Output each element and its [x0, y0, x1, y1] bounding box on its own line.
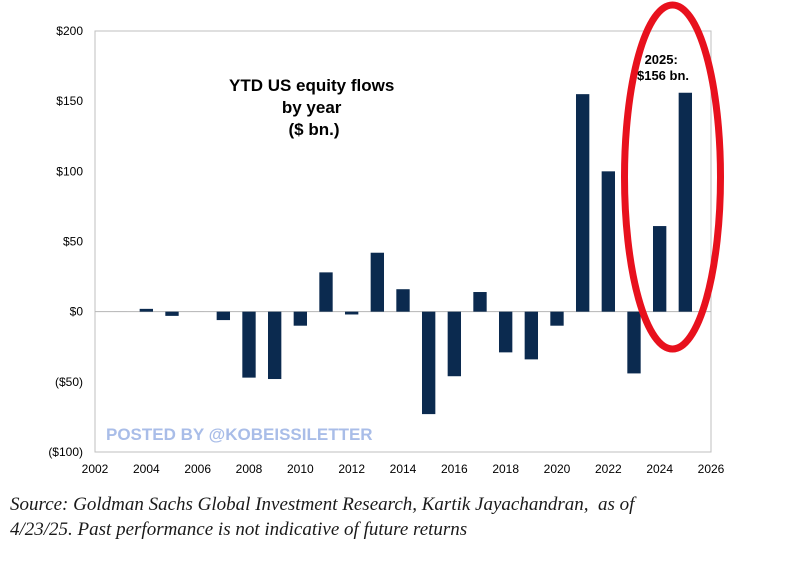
x-tick-label: 2020 — [544, 462, 571, 476]
bar — [165, 311, 179, 316]
y-tick-label: $50 — [63, 235, 83, 249]
bar — [421, 311, 436, 415]
bar — [319, 272, 333, 312]
x-tick-label: 2002 — [82, 462, 109, 476]
bar — [601, 171, 616, 312]
x-tick-label: 2016 — [441, 462, 468, 476]
y-axis: $200 $150 $100 $50 $0 ($50) ($100) — [48, 24, 83, 459]
watermark: POSTED BY @KOBEISSILETTER — [106, 425, 373, 444]
y-tick-label: $150 — [56, 94, 83, 108]
bar — [344, 311, 359, 315]
chart-title-line-2: by year — [282, 98, 342, 117]
x-tick-label: 2026 — [698, 462, 725, 476]
bar — [550, 311, 564, 326]
bar — [498, 311, 513, 353]
bar — [575, 94, 590, 312]
highlight-circle — [621, 1, 724, 353]
annotation-line-2: $156 bn. — [637, 68, 689, 83]
chart-title: YTD US equity flows by year ($ bn.) — [229, 76, 399, 139]
source-note: Source: Goldman Sachs Global Investment … — [10, 494, 635, 540]
bar — [139, 308, 154, 312]
bar — [216, 311, 231, 321]
bar — [396, 289, 410, 312]
y-tick-label: $100 — [56, 164, 83, 178]
bar — [652, 226, 667, 312]
x-tick-label: 2006 — [184, 462, 211, 476]
annotation-line-1: 2025: — [645, 52, 678, 67]
bar — [267, 311, 282, 380]
bar — [627, 311, 641, 374]
x-axis: 2002 2004 2006 2008 2010 2012 2014 2016 2018 2020… — [82, 462, 725, 476]
chart-title-line-3: ($ bn.) — [289, 120, 340, 139]
x-tick-label: 2012 — [338, 462, 365, 476]
bar — [447, 311, 462, 377]
annotation-2025: 2025: $156 bn. — [637, 52, 689, 83]
plot-frame — [94, 30, 712, 453]
y-tick-label: $200 — [56, 24, 83, 38]
y-tick-label: $0 — [70, 305, 84, 319]
bar — [678, 92, 693, 312]
y-tick-label: ($100) — [48, 445, 83, 459]
x-tick-label: 2010 — [287, 462, 314, 476]
x-tick-label: 2024 — [646, 462, 673, 476]
x-tick-label: 2008 — [236, 462, 263, 476]
chart: $200$150$100$50$0($50)($100) 2002 2004 200… — [48, 1, 725, 476]
bar — [524, 311, 539, 360]
bar — [242, 311, 256, 378]
bar — [370, 252, 385, 312]
y-tick-label: ($50) — [55, 375, 83, 389]
x-tick-label: 2022 — [595, 462, 622, 476]
x-tick-label: 2018 — [492, 462, 519, 476]
bar-series — [113, 92, 693, 415]
chart-title-line-1: YTD US equity flows — [229, 76, 394, 95]
bar — [473, 292, 487, 312]
x-tick-label: 2004 — [133, 462, 160, 476]
x-tick-label: 2014 — [390, 462, 417, 476]
bar — [293, 311, 308, 326]
